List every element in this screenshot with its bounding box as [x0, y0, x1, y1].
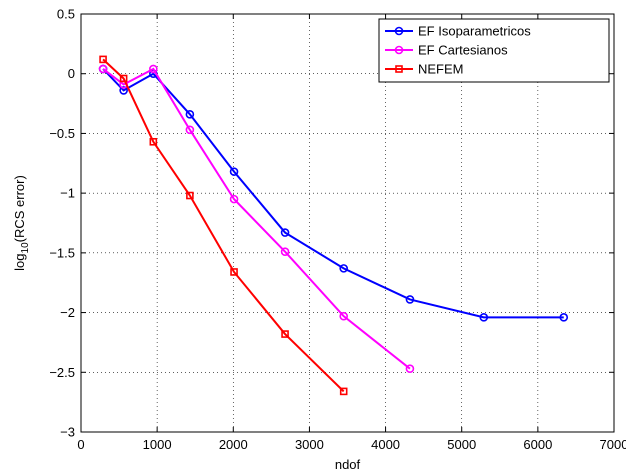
- x-tick-label: 1000: [143, 437, 172, 452]
- legend-label: NEFEM: [418, 62, 464, 77]
- y-axis-label-main: log: [12, 253, 27, 270]
- y-tick-label: −0.5: [49, 126, 75, 141]
- legend-marker: [394, 26, 404, 36]
- legend-box: [378, 18, 610, 83]
- data-point: [119, 86, 128, 95]
- plot-frame: [80, 13, 615, 433]
- data-point: [185, 125, 195, 135]
- legend-item: EF Cartesianos: [385, 43, 508, 58]
- series-line: [102, 67, 411, 370]
- x-tick-label: 5000: [447, 437, 476, 452]
- y-tick-label: −1.5: [49, 245, 75, 260]
- series: [98, 55, 569, 396]
- data-point: [185, 110, 195, 119]
- data-point: [98, 64, 108, 74]
- data-point: [149, 137, 158, 146]
- data-point: [339, 387, 348, 396]
- series-line: [102, 58, 345, 393]
- x-tick-label: 7000: [600, 437, 626, 452]
- data-point: [99, 55, 107, 64]
- data-point: [280, 228, 290, 237]
- legend-item: EF Isoparametricos: [385, 24, 531, 39]
- y-tick-label: 0: [68, 66, 75, 81]
- legend-items: EF Isoparametricos EF Cartesianos NEFEM: [385, 24, 531, 77]
- y-tick-label: −2.5: [49, 365, 75, 380]
- legend-item: NEFEM: [385, 62, 464, 77]
- x-tick-label: 3000: [295, 437, 324, 452]
- data-point: [405, 364, 415, 374]
- data-point: [339, 311, 348, 321]
- data-point: [119, 74, 128, 83]
- data-point: [186, 191, 194, 200]
- axis-ticks: [80, 13, 615, 433]
- data-point: [149, 64, 158, 74]
- legend-label: EF Cartesianos: [418, 43, 508, 58]
- x-tick-label: 0: [77, 437, 84, 452]
- y-tick-label: −2: [60, 305, 75, 320]
- data-point: [405, 295, 415, 304]
- data-point: [559, 313, 569, 322]
- legend-marker: [395, 65, 403, 73]
- y-axis-label: log10(RCS error): [12, 175, 31, 271]
- series-line: [102, 68, 564, 319]
- legend-label: EF Isoparametricos: [418, 24, 531, 39]
- y-tick-label: −1: [60, 186, 75, 201]
- y-tick-labels: −3 −2.5 −2 −1.5 −1 −0.5 0 0.5: [49, 7, 75, 440]
- data-point: [229, 167, 239, 176]
- series-2: [99, 55, 348, 396]
- data-point: [229, 194, 239, 204]
- x-tick-labels: 0 1000 2000 3000 4000 5000 6000 7000: [77, 437, 626, 452]
- data-point: [281, 330, 289, 338]
- x-tick-label: 2000: [219, 437, 248, 452]
- y-axis-label-rest: (RCS error): [12, 175, 27, 242]
- y-axis-label-subscript: 10: [20, 242, 31, 254]
- data-point: [339, 264, 348, 273]
- y-tick-label: −3: [60, 425, 75, 440]
- data-point: [479, 313, 489, 322]
- x-axis-label: ndof: [335, 457, 361, 472]
- x-tick-label: 6000: [523, 437, 552, 452]
- legend-marker: [394, 45, 404, 55]
- series-1: [98, 64, 415, 374]
- data-point: [280, 247, 290, 256]
- y-tick-label: 0.5: [57, 7, 75, 22]
- grid: [81, 14, 614, 432]
- x-tick-label: 4000: [371, 437, 400, 452]
- data-point: [230, 268, 238, 276]
- legend: EF Isoparametricos EF Cartesianos NEFEM: [378, 18, 610, 83]
